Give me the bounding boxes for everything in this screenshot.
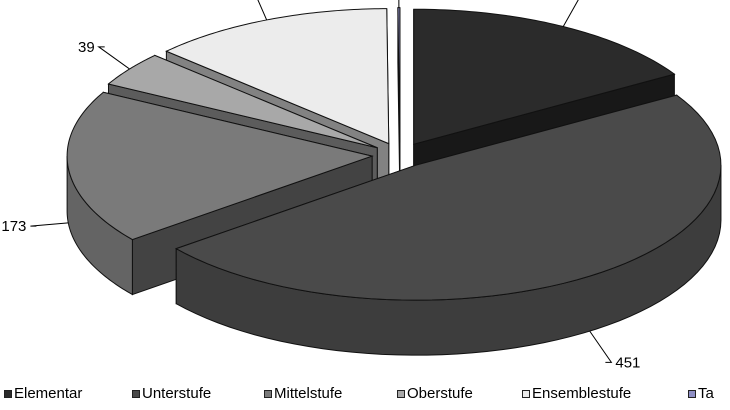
leader-line-elementar — [562, 0, 579, 27]
leader-line-unterstufe — [589, 330, 613, 363]
legend-swatch-unterstufe — [132, 389, 140, 398]
leader-line-ensemblestufe — [257, 0, 268, 21]
slice-top-ensemblestufe — [165, 8, 390, 145]
leader-line-ta — [398, 0, 400, 8]
legend-item-ta: Ta — [688, 385, 714, 402]
legend-label-elementar: Elementar — [14, 385, 83, 402]
pie-slice-unterstufe — [174, 94, 722, 356]
legend-item-ensemblestufe: Ensemblestufe — [522, 385, 631, 402]
legend-label-ta: Ta — [698, 385, 714, 402]
leader-line-oberstufe — [97, 46, 130, 70]
legend-label-oberstufe: Oberstufe — [407, 385, 473, 402]
legend-swatch-oberstufe — [397, 389, 405, 398]
slice-top-mittelstufe — [66, 91, 374, 241]
slice-top-unterstufe — [174, 94, 722, 301]
legend-item-oberstufe: Oberstufe — [397, 385, 473, 402]
legend-item-mittelstufe: Mittelstufe — [264, 385, 342, 402]
data-label-mittelstufe: 173 — [1, 218, 26, 235]
legend-label-ensemblestufe: Ensemblestufe — [532, 385, 632, 402]
leader-line-mittelstufe — [30, 222, 69, 227]
legend-item-elementar: Elementar — [4, 385, 82, 402]
legend-swatch-mittelstufe — [264, 389, 272, 398]
legend-item-unterstufe: Unterstufe — [132, 385, 211, 402]
data-label-oberstufe: 39 — [78, 39, 95, 56]
data-label-elementar: 153 — [586, 0, 611, 2]
legend-label-mittelstufe: Mittelstufe — [274, 385, 343, 402]
pie-slice-ta — [397, 7, 401, 198]
chart-legend: Elementar Unterstufe Mittelstufe Oberstu… — [0, 385, 730, 407]
legend-swatch-ta — [688, 389, 696, 398]
legend-swatch-ensemblestufe — [522, 389, 530, 398]
data-label-unterstufe: 451 — [615, 354, 640, 371]
legend-label-unterstufe: Unterstufe — [142, 385, 212, 402]
legend-swatch-elementar — [4, 389, 12, 398]
pie-chart-svg: 153451173391211 — [1, 0, 722, 371]
